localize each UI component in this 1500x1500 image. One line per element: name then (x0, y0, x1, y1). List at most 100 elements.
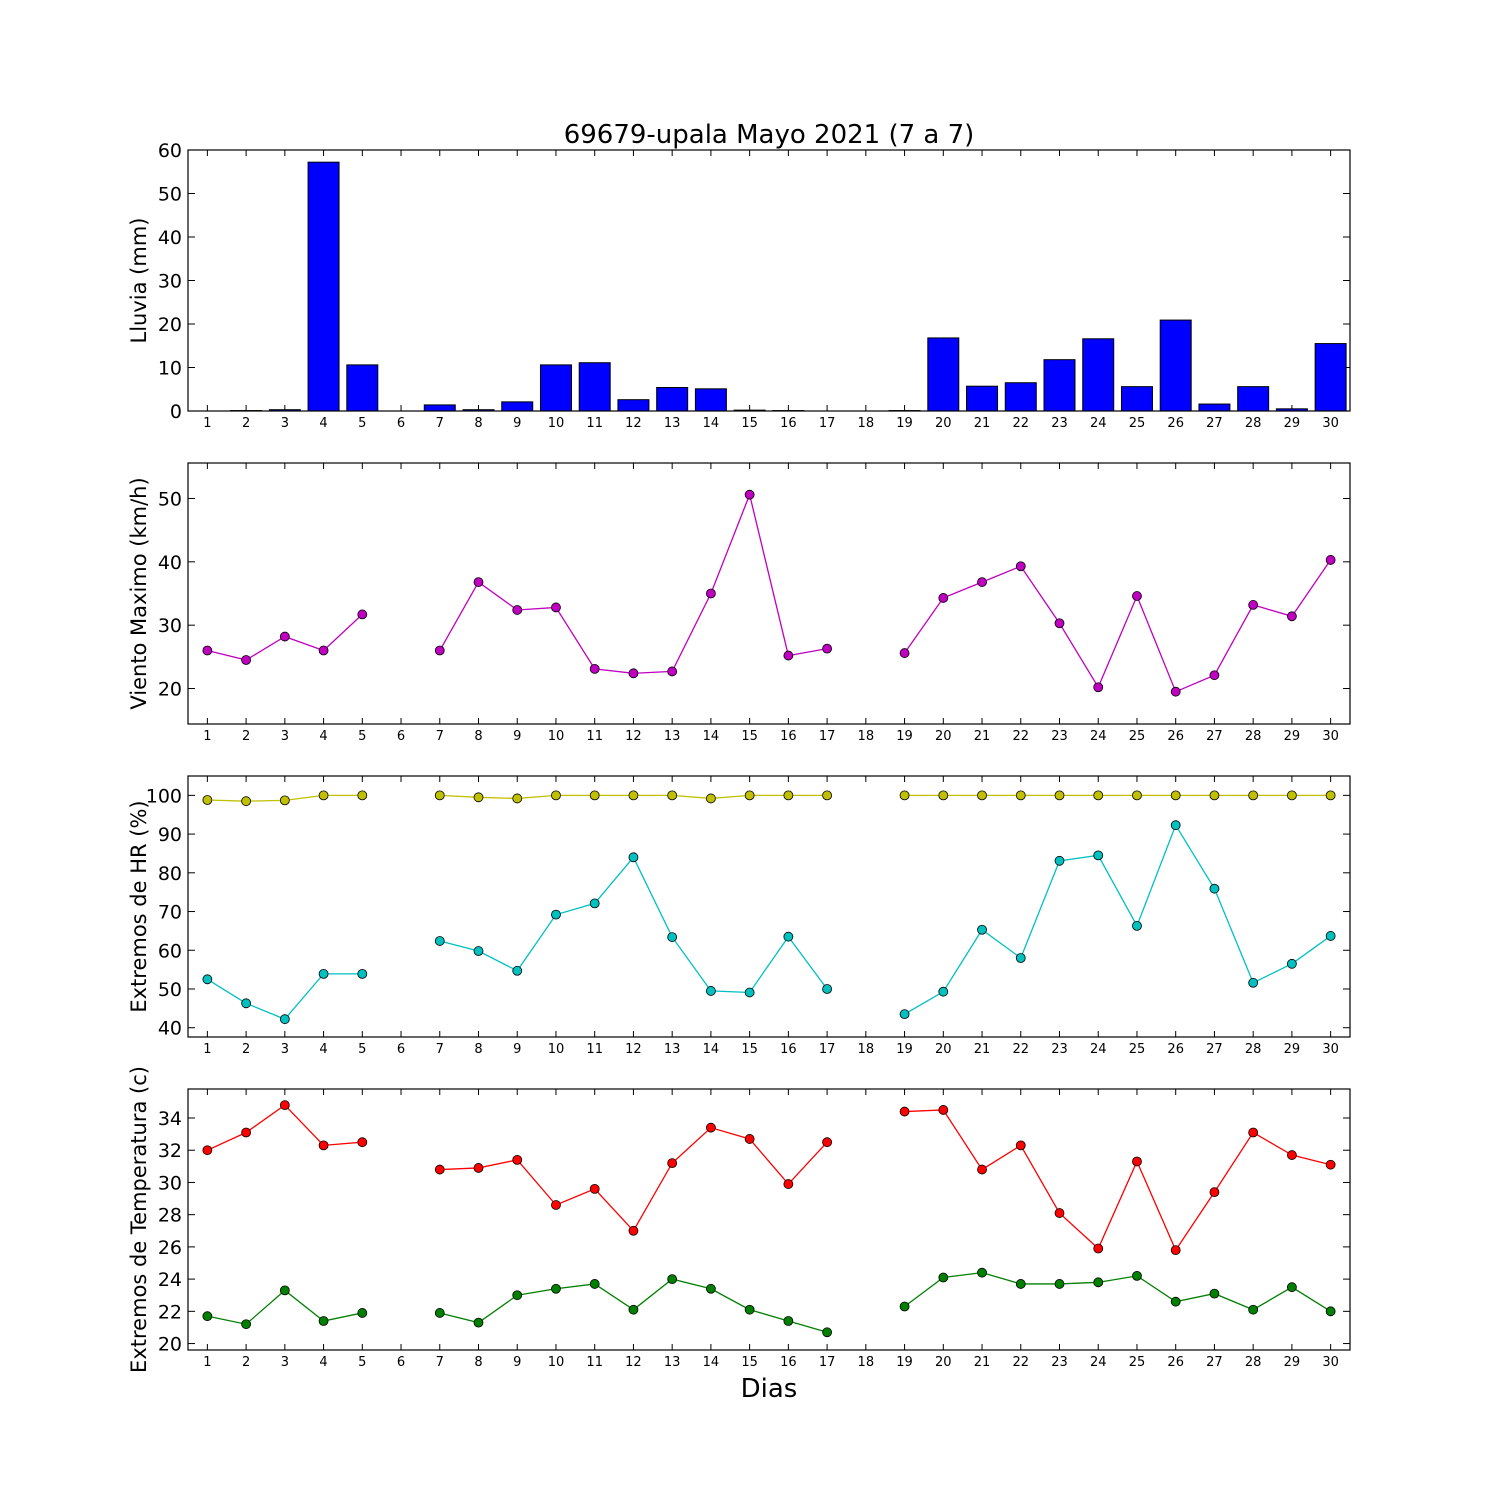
data-point (202, 1145, 213, 1156)
x-tick-label: 1 (203, 729, 211, 744)
y-tick-label: 20 (158, 679, 182, 701)
data-point (551, 1200, 561, 1210)
x-tick-label: 22 (1012, 1042, 1029, 1057)
data-point (1093, 790, 1104, 801)
x-tick-label: 29 (1284, 416, 1301, 431)
y-tick-label: 40 (158, 227, 182, 249)
bar (1043, 359, 1076, 412)
x-tick-label: 6 (397, 729, 405, 744)
data-point (1054, 855, 1065, 866)
x-tick-label: 28 (1245, 1355, 1262, 1370)
x-tick-label: 27 (1206, 729, 1223, 744)
x-tick-label: 12 (625, 1042, 642, 1057)
data-point (744, 987, 755, 998)
bar (423, 404, 456, 412)
data-point (279, 1285, 290, 1296)
data-point (1325, 1306, 1336, 1317)
data-point (434, 1308, 445, 1318)
data-point (318, 1316, 329, 1326)
data-point (473, 577, 484, 587)
x-tick-label: 27 (1206, 1355, 1223, 1370)
x-tick-label: 11 (586, 416, 603, 431)
x-tick-label: 14 (703, 1355, 720, 1370)
x-tick-label: 5 (358, 729, 366, 744)
bar (578, 362, 611, 412)
data-point (512, 793, 523, 804)
series-line (904, 1109, 1331, 1252)
data-point (1287, 790, 1297, 801)
data-point (744, 489, 755, 500)
data-point (202, 974, 213, 985)
x-tick-label: 18 (858, 1042, 875, 1057)
data-point (318, 645, 329, 656)
bar (617, 399, 650, 412)
data-point (783, 1179, 794, 1189)
data-point (1132, 1270, 1142, 1281)
y-tick-label: 22 (158, 1301, 182, 1323)
x-tick-label: 25 (1129, 1042, 1146, 1057)
x-tick-label: 30 (1322, 729, 1339, 744)
x-tick-label: 18 (858, 416, 875, 431)
x-tick-label: 23 (1051, 1355, 1068, 1370)
data-point (512, 1154, 523, 1165)
x-tick-label: 8 (474, 1355, 482, 1370)
x-tick-label: 26 (1167, 416, 1184, 431)
y-tick-label: 10 (158, 358, 182, 380)
x-tick-label: 3 (281, 416, 289, 431)
x-tick-label: 8 (474, 729, 482, 744)
x-tick-label: 8 (474, 1042, 482, 1057)
x-tick-label: 4 (319, 416, 327, 431)
bar (1004, 382, 1037, 412)
x-tick-label: 4 (319, 729, 327, 744)
x-tick-label: 14 (703, 416, 720, 431)
data-point (1325, 1159, 1336, 1170)
data-point (899, 648, 910, 658)
y-tick-label: 30 (158, 615, 182, 637)
data-point (1325, 555, 1336, 565)
x-tick-label: 24 (1090, 416, 1107, 431)
x-tick-label: 15 (741, 1355, 758, 1370)
data-point (512, 965, 523, 976)
data-point (899, 1009, 910, 1020)
y-tick-label: 40 (158, 1018, 182, 1040)
bar (694, 388, 727, 412)
series-line (904, 823, 1332, 1015)
data-point (1248, 1127, 1259, 1138)
x-tick-label: 6 (397, 416, 405, 431)
x-tick-label: 27 (1206, 1042, 1223, 1057)
series-line (904, 559, 1332, 693)
data-point (1209, 1288, 1220, 1299)
x-tick-label: 20 (935, 1042, 952, 1057)
y-tick-label: 26 (158, 1237, 182, 1259)
bar (1120, 386, 1153, 412)
data-point (318, 968, 329, 979)
x-tick-label: 12 (625, 729, 642, 744)
x-tick-label: 21 (974, 729, 991, 744)
x-tick-label: 20 (935, 729, 952, 744)
x-tick-label: 2 (242, 1355, 250, 1370)
data-point (706, 986, 716, 996)
data-point (202, 645, 213, 656)
data-point (783, 650, 794, 661)
data-point (202, 795, 213, 805)
data-point (1287, 1150, 1297, 1160)
data-point (473, 1163, 484, 1173)
data-point (822, 1137, 832, 1148)
data-point (667, 790, 678, 801)
x-tick-label: 22 (1012, 729, 1029, 744)
y-tick-label: 20 (158, 1334, 182, 1356)
data-point (279, 1014, 290, 1025)
x-tick-label: 29 (1284, 1042, 1301, 1057)
data-point (473, 946, 484, 956)
data-point (1209, 790, 1220, 801)
data-point (1209, 670, 1220, 681)
data-point (977, 1164, 987, 1175)
x-tick-label: 21 (974, 416, 991, 431)
x-tick-label: 12 (625, 416, 642, 431)
x-tick-label: 22 (1012, 416, 1029, 431)
x-tick-label: 13 (664, 729, 681, 744)
data-point (744, 1134, 755, 1144)
x-tick-label: 11 (586, 729, 603, 744)
plot-frame (187, 775, 1351, 1038)
x-tick-label: 23 (1051, 416, 1068, 431)
